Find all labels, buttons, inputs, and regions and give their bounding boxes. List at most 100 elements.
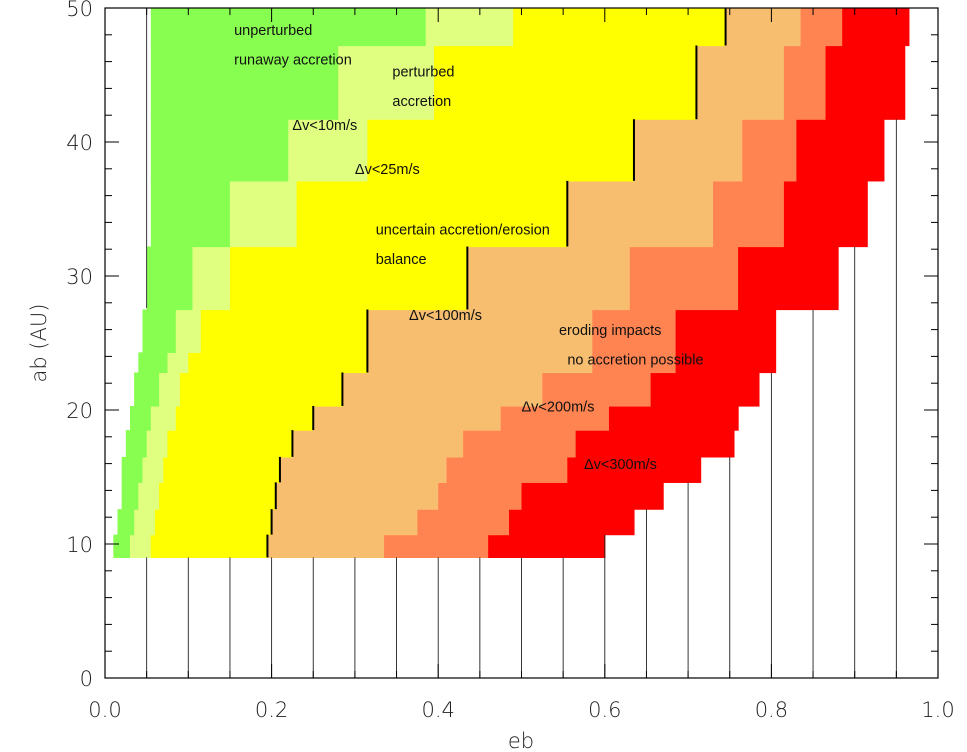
annotation-8: Δv<100m/s (409, 308, 482, 324)
cell-perturbed-row-1 (134, 509, 156, 536)
cell-eroding-high-row-3 (567, 456, 702, 483)
cell-runaway-row-7 (138, 352, 169, 374)
cell-eroding-high-row-5 (608, 405, 739, 431)
cell-eroding-mid-row-11 (742, 119, 797, 182)
cell-eroding-high-row-7 (675, 352, 777, 374)
cell-perturbed-row-12 (338, 45, 435, 120)
cell-eroding-mid-row-3 (446, 456, 568, 483)
y-axis-title: ab (AU) (27, 304, 51, 383)
cell-perturbed-row-8 (175, 309, 202, 353)
cell-eroding-mid-row-6 (542, 372, 652, 407)
axis-ticks (104, 7, 939, 679)
cell-runaway-row-6 (134, 372, 160, 407)
cell-eroding-low-row-3 (279, 456, 448, 483)
cell-eroding-mid-row-12 (783, 45, 827, 120)
cell-perturbed-row-3 (142, 456, 164, 483)
cell-perturbed-row-13 (425, 8, 514, 47)
cell-uncertain-row-1 (154, 509, 273, 536)
cell-eroding-high-row-11 (796, 119, 885, 182)
x-tick-label-0: 0.0 (88, 698, 121, 722)
cell-uncertain-row-9 (229, 246, 468, 311)
annotation-1: runaway accretion (234, 52, 352, 68)
cell-eroding-low-row-1 (271, 509, 418, 536)
y-tick-label-1: 10 (66, 533, 93, 557)
cell-runaway-row-1 (117, 509, 135, 536)
cell-runaway-row-11 (150, 119, 289, 182)
cell-perturbed-row-2 (138, 482, 160, 510)
cell-eroding-low-row-0 (267, 534, 385, 558)
bold-boundary-lines (266, 8, 727, 558)
cell-perturbed-row-7 (167, 352, 189, 374)
cell-runaway-row-10 (150, 180, 231, 248)
cell-eroding-mid-row-1 (417, 509, 510, 536)
region-annotations: unperturbed runaway accretion perturbed acc… (234, 23, 703, 473)
cell-eroding-high-row-0 (488, 534, 606, 558)
cell-uncertain-row-12 (434, 45, 698, 120)
x-tick-label-1: 0.2 (255, 698, 288, 722)
x-axis-title: eb (508, 729, 534, 752)
cell-perturbed-row-6 (159, 372, 181, 407)
cell-perturbed-row-5 (150, 405, 177, 431)
cell-runaway-row-9 (146, 246, 194, 311)
cell-eroding-low-row-9 (467, 246, 631, 311)
cell-uncertain-row-7 (188, 352, 368, 374)
cell-uncertain-row-8 (200, 309, 368, 353)
x-tick-label-4: 0.8 (755, 698, 788, 722)
cell-eroding-mid-row-7 (592, 352, 677, 374)
cell-runaway-row-8 (142, 309, 177, 353)
cell-eroding-high-row-1 (509, 509, 635, 536)
cell-uncertain-row-2 (159, 482, 277, 510)
cell-eroding-mid-row-13 (800, 8, 843, 47)
cell-eroding-low-row-11 (633, 119, 743, 182)
annotation-4: Δv<10m/s (292, 118, 357, 134)
cell-uncertain-row-6 (179, 372, 344, 407)
cell-eroding-high-row-12 (825, 45, 906, 120)
annotation-7: balance (376, 252, 427, 268)
cell-eroding-mid-row-5 (500, 405, 610, 431)
x-tick-labels: 0.0 0.2 0.4 0.6 0.8 1.0 (88, 698, 954, 722)
grid-lines (146, 8, 897, 678)
cell-eroding-low-row-8 (367, 309, 593, 353)
cell-eroding-high-row-10 (783, 180, 868, 248)
cell-eroding-high-row-4 (575, 430, 735, 458)
cell-uncertain-row-13 (513, 8, 727, 47)
annotation-6: uncertain accretion/erosion (376, 222, 550, 238)
y-tick-label-4: 40 (66, 131, 93, 155)
cell-eroding-mid-row-2 (438, 482, 523, 510)
annotation-12: Δv<300m/s (584, 457, 657, 473)
y-tick-label-5: 50 (66, 0, 93, 21)
annotation-3: accretion (392, 94, 451, 110)
x-tick-label-3: 0.6 (588, 698, 621, 722)
cell-eroding-mid-row-4 (463, 430, 577, 458)
y-tick-label-0: 0 (80, 667, 93, 691)
cell-runaway-row-12 (150, 45, 339, 120)
cell-eroding-low-row-13 (725, 8, 802, 47)
x-tick-label-2: 0.4 (421, 698, 454, 722)
cell-runaway-row-4 (125, 430, 148, 458)
annotation-0: unperturbed (234, 23, 312, 39)
cell-eroding-mid-row-10 (713, 180, 785, 248)
cell-uncertain-row-11 (367, 119, 635, 182)
y-tick-label-2: 20 (66, 399, 93, 423)
cell-runaway-row-3 (121, 456, 144, 483)
cell-perturbed-row-11 (288, 119, 368, 182)
annotation-9: eroding impacts (559, 323, 661, 339)
cell-uncertain-row-10 (296, 180, 568, 248)
cell-eroding-low-row-7 (367, 352, 593, 374)
cell-eroding-high-row-13 (842, 8, 910, 47)
cell-eroding-low-row-10 (567, 180, 714, 248)
cell-eroding-mid-row-0 (384, 534, 489, 558)
cell-eroding-high-row-6 (650, 372, 760, 407)
cell-eroding-mid-row-9 (629, 246, 739, 311)
cell-uncertain-row-3 (163, 456, 281, 483)
cell-eroding-high-row-8 (675, 309, 777, 353)
cell-runaway-row-0 (113, 534, 131, 558)
cell-eroding-low-row-2 (275, 482, 439, 510)
cell-uncertain-row-0 (150, 534, 269, 558)
cell-perturbed-row-10 (229, 180, 298, 248)
cell-eroding-low-row-12 (696, 45, 785, 120)
cell-perturbed-row-0 (129, 534, 152, 558)
cell-uncertain-row-5 (175, 405, 314, 431)
cell-eroding-low-row-4 (292, 430, 464, 458)
